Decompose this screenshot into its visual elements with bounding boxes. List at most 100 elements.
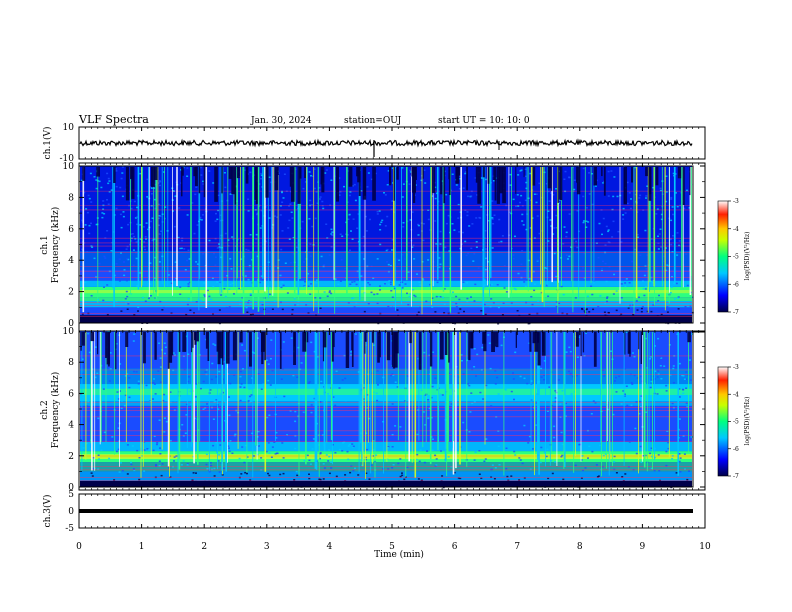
spec-speckle bbox=[620, 313, 623, 315]
spec-speckle bbox=[391, 467, 394, 469]
spec-speckle bbox=[350, 354, 353, 356]
spec-speckle bbox=[679, 457, 682, 459]
spec-dark-streak bbox=[262, 332, 266, 352]
x-axis-ticks: 0 1 2 3 4 5 6 7 8 9 10 bbox=[76, 127, 711, 552]
spec-speckle bbox=[491, 200, 494, 202]
spec-speckle bbox=[644, 288, 647, 290]
spec-speckle bbox=[376, 258, 379, 260]
spec-speckle bbox=[391, 373, 394, 375]
spec-speckle bbox=[182, 460, 185, 462]
spec-dark-streak bbox=[304, 332, 306, 342]
spec-speckle bbox=[660, 246, 663, 248]
spec-speckle bbox=[338, 429, 341, 432]
spec-speckle bbox=[599, 444, 602, 447]
spec-speckle bbox=[212, 444, 215, 447]
spec-speckle bbox=[422, 223, 425, 225]
spec-speckle bbox=[213, 332, 216, 335]
spec-speckle bbox=[555, 188, 558, 190]
spec-speckle bbox=[556, 303, 558, 306]
spec-speckle bbox=[341, 379, 344, 381]
spec-speckle bbox=[455, 184, 458, 186]
spec-speckle bbox=[229, 258, 232, 260]
spec-speckle bbox=[228, 306, 231, 308]
spec-speckle bbox=[489, 367, 492, 370]
spec-band bbox=[80, 250, 692, 270]
spec-speckle bbox=[528, 313, 531, 315]
spec-speckle bbox=[555, 305, 558, 308]
spec-speckle bbox=[267, 363, 270, 365]
spec-speckle bbox=[339, 485, 342, 487]
spec-speckle bbox=[84, 484, 87, 487]
spec-speckle bbox=[189, 309, 192, 311]
colorbar-ch2-tick-label: -5 bbox=[733, 419, 739, 426]
spec-speckle bbox=[159, 357, 162, 359]
spec-speckle bbox=[513, 398, 515, 401]
spec-speckle bbox=[321, 321, 324, 324]
spec-speckle bbox=[169, 439, 172, 442]
spec-speckle bbox=[158, 465, 161, 467]
spec-speckle bbox=[287, 354, 290, 357]
spec-speckle bbox=[606, 296, 609, 298]
ch1-spec-ytick-label: 0 bbox=[68, 319, 74, 329]
spec-dark-streak bbox=[547, 167, 552, 189]
spec-speckle bbox=[635, 344, 638, 346]
spec-speckle bbox=[544, 267, 547, 269]
spec-speckle bbox=[565, 351, 568, 353]
spec-speckle bbox=[403, 435, 406, 437]
spec-band bbox=[80, 480, 692, 487]
spec-speckle bbox=[416, 453, 419, 456]
spec-speckle bbox=[277, 259, 280, 261]
spec-speckle bbox=[393, 287, 396, 290]
spec-speckle bbox=[580, 459, 583, 461]
spec-speckle bbox=[334, 278, 337, 280]
x-tick-label: 1 bbox=[139, 542, 145, 552]
spec-speckle bbox=[332, 396, 335, 398]
spec-speckle bbox=[629, 360, 632, 363]
spec-speckle bbox=[174, 261, 177, 263]
spec-speckle bbox=[204, 407, 207, 409]
spec-dark-streak bbox=[105, 332, 108, 358]
spec-speckle bbox=[612, 220, 615, 223]
spec-dark-streak bbox=[82, 167, 86, 181]
spec-speckle bbox=[512, 372, 514, 374]
spec-speckle bbox=[155, 465, 158, 467]
spec-speckle bbox=[503, 287, 506, 289]
spec-speckle bbox=[158, 265, 161, 267]
spec-speckle bbox=[282, 472, 285, 475]
spec-speckle bbox=[273, 300, 276, 302]
spec-speckle bbox=[427, 338, 429, 341]
spec-speckle bbox=[244, 444, 247, 447]
spec-speckle bbox=[162, 338, 165, 341]
spec-band bbox=[80, 301, 692, 308]
spec-speckle bbox=[427, 218, 430, 221]
spec-speckle bbox=[572, 375, 575, 378]
spec-speckle bbox=[194, 396, 197, 398]
spec-speckle bbox=[88, 232, 91, 235]
spec-speckle bbox=[427, 485, 430, 487]
spec-speckle bbox=[569, 350, 572, 353]
spec-speckle bbox=[89, 172, 92, 175]
spec-speckle bbox=[311, 448, 314, 450]
spec-speckle bbox=[260, 178, 262, 180]
spec-speckle bbox=[561, 433, 564, 436]
spec-speckle bbox=[312, 269, 315, 272]
spec-dark-streak bbox=[687, 332, 691, 343]
spec-speckle bbox=[573, 179, 576, 181]
spec-speckle bbox=[116, 450, 118, 453]
colorbar-ch1-tick-label: -6 bbox=[733, 281, 739, 288]
spec-speckle bbox=[607, 365, 610, 368]
spec-speckle bbox=[675, 282, 678, 285]
spec-speckle bbox=[657, 248, 660, 250]
spec-speckle bbox=[516, 310, 519, 312]
spec-speckle bbox=[238, 368, 241, 371]
spec-speckle bbox=[234, 433, 237, 436]
spec-speckle bbox=[307, 312, 310, 314]
spec-speckle bbox=[602, 217, 605, 220]
spec-speckle bbox=[426, 367, 429, 370]
ch2-spec-ytick-label: 8 bbox=[68, 358, 74, 368]
spec-speckle bbox=[106, 284, 109, 286]
spec-speckle bbox=[309, 366, 312, 368]
spec-speckle bbox=[133, 469, 136, 472]
spec-dark-streak bbox=[245, 167, 249, 184]
spec-speckle bbox=[352, 218, 355, 220]
